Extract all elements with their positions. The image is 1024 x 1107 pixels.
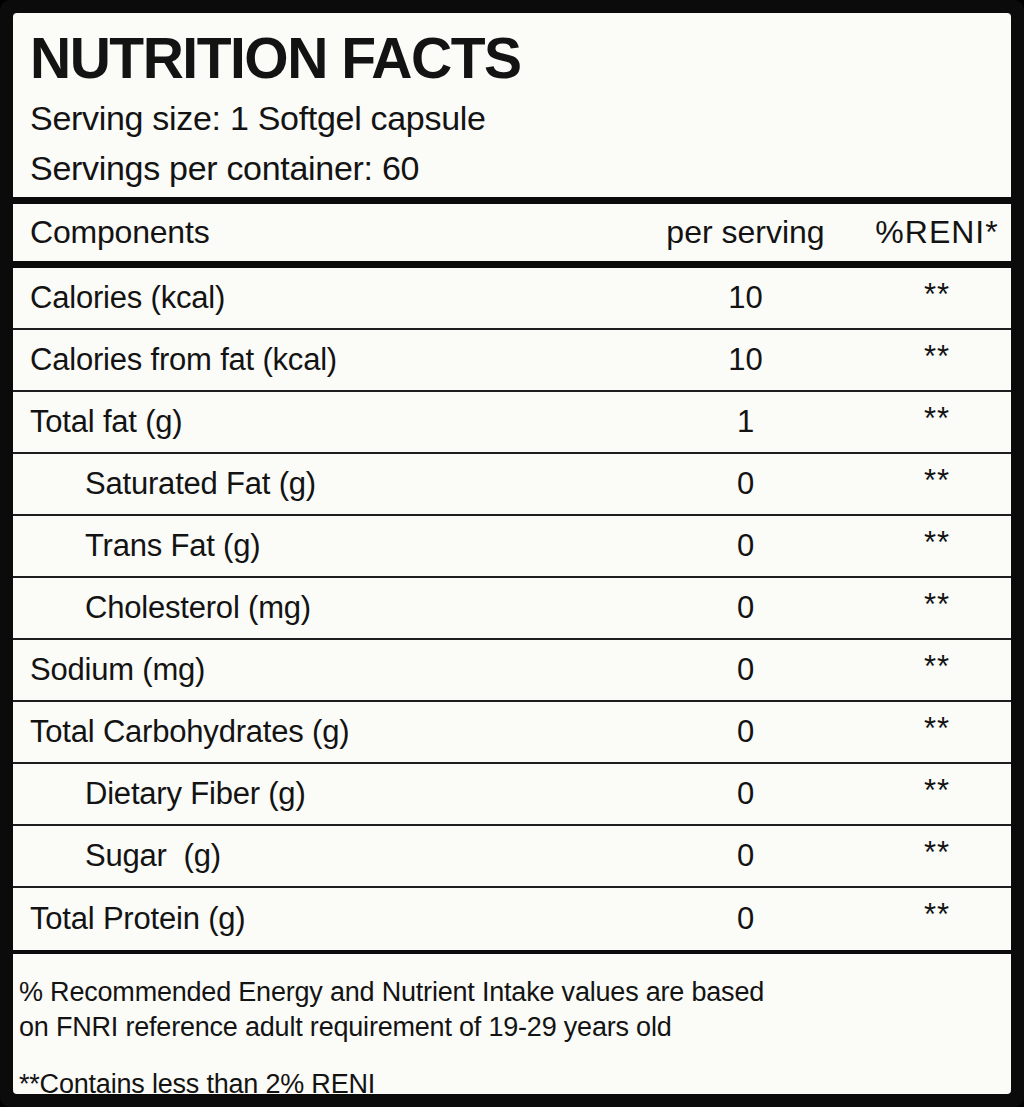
nutrition-label: NUTRITION FACTS Serving size: 1 Softgel … bbox=[0, 0, 1024, 1107]
reni-value: ** bbox=[863, 640, 1011, 685]
reni-value: ** bbox=[863, 516, 1011, 561]
table-row: Cholesterol (mg)0** bbox=[13, 578, 1011, 640]
per-serving-value: 0 bbox=[628, 528, 863, 564]
component-name: Total Protein (g) bbox=[13, 901, 628, 937]
reni-value: ** bbox=[863, 764, 1011, 809]
servings-per-container-line: Servings per container: 60 bbox=[30, 143, 991, 193]
component-name: Calories from fat (kcal) bbox=[13, 342, 628, 378]
table-body: Calories (kcal)10**Calories from fat (kc… bbox=[13, 268, 1011, 950]
reni-footnote-line-1: % Recommended Energy and Nutrient Intake… bbox=[19, 975, 991, 1010]
table-row: Trans Fat (g)0** bbox=[13, 516, 1011, 578]
column-header-per-serving: per serving bbox=[628, 214, 863, 251]
component-name: Total Carbohydrates (g) bbox=[13, 714, 628, 750]
table-row: Total fat (g)1** bbox=[13, 392, 1011, 454]
table-row: Saturated Fat (g)0** bbox=[13, 454, 1011, 516]
reni-footnote-line-2: on FNRI reference adult requirement of 1… bbox=[19, 1010, 991, 1045]
table-row: Sugar (g)0** bbox=[13, 826, 1011, 888]
per-serving-value: 0 bbox=[628, 590, 863, 626]
per-serving-value: 1 bbox=[628, 404, 863, 440]
per-serving-value: 0 bbox=[628, 901, 863, 937]
column-header-components: Components bbox=[13, 214, 628, 251]
header-divider-rule bbox=[13, 261, 1011, 268]
table-row: Sodium (mg)0** bbox=[13, 640, 1011, 702]
per-serving-value: 10 bbox=[628, 342, 863, 378]
table-row: Total Carbohydrates (g)0** bbox=[13, 702, 1011, 764]
table-header-row: Components per serving %RENI* bbox=[13, 204, 1011, 261]
label-title: NUTRITION FACTS bbox=[30, 27, 991, 89]
per-serving-value: 0 bbox=[628, 838, 863, 874]
reni-value: ** bbox=[863, 330, 1011, 375]
reni-value: ** bbox=[863, 888, 1011, 933]
per-serving-value: 0 bbox=[628, 776, 863, 812]
table-row: Dietary Fiber (g)0** bbox=[13, 764, 1011, 826]
per-serving-value: 0 bbox=[628, 466, 863, 502]
serving-size-line: Serving size: 1 Softgel capsule bbox=[30, 93, 991, 143]
component-name: Dietary Fiber (g) bbox=[13, 776, 628, 812]
reni-value: ** bbox=[863, 578, 1011, 623]
component-name: Calories (kcal) bbox=[13, 280, 628, 316]
per-serving-value: 0 bbox=[628, 714, 863, 750]
reni-value: ** bbox=[863, 392, 1011, 437]
masthead-divider-rule bbox=[13, 197, 1011, 204]
label-inner: NUTRITION FACTS Serving size: 1 Softgel … bbox=[13, 13, 1011, 1094]
contains-footnote: **Contains less than 2% RENI bbox=[19, 1067, 991, 1094]
per-serving-value: 10 bbox=[628, 280, 863, 316]
component-name: Sugar (g) bbox=[13, 838, 628, 874]
table-row: Total Protein (g)0** bbox=[13, 888, 1011, 950]
component-name: Sodium (mg) bbox=[13, 652, 628, 688]
reni-value: ** bbox=[863, 702, 1011, 747]
masthead: NUTRITION FACTS Serving size: 1 Softgel … bbox=[13, 13, 1011, 197]
component-name: Total fat (g) bbox=[13, 404, 628, 440]
reni-value: ** bbox=[863, 826, 1011, 871]
component-name: Trans Fat (g) bbox=[13, 528, 628, 564]
reni-value: ** bbox=[863, 454, 1011, 499]
component-name: Saturated Fat (g) bbox=[13, 466, 628, 502]
table-row: Calories (kcal)10** bbox=[13, 268, 1011, 330]
component-name: Cholesterol (mg) bbox=[13, 590, 628, 626]
reni-value: ** bbox=[863, 268, 1011, 313]
footnotes: % Recommended Energy and Nutrient Intake… bbox=[13, 954, 1011, 1094]
table-row: Calories from fat (kcal)10** bbox=[13, 330, 1011, 392]
column-header-reni: %RENI* bbox=[863, 214, 1011, 251]
per-serving-value: 0 bbox=[628, 652, 863, 688]
